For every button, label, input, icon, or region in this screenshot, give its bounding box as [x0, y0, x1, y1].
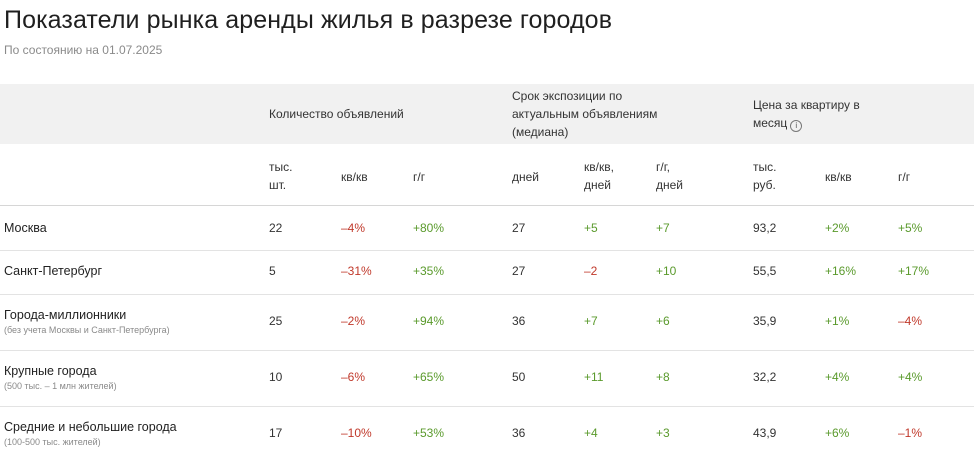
table-cell: 22 [269, 220, 283, 235]
group-header-exposure: Срок экспозиции по актуальным объявления… [512, 87, 657, 141]
subheader-line: дней [656, 178, 684, 192]
row-city-name: Санкт-Петербург [4, 264, 103, 278]
header-band [0, 84, 974, 144]
table-cell: +4% [825, 370, 850, 384]
table-cell: +35% [413, 264, 445, 278]
table-cell: +3 [656, 426, 670, 440]
table-cell: 25 [269, 314, 283, 328]
table-cell: +8 [656, 370, 670, 384]
table-cell: –31% [341, 264, 372, 278]
row-city-name: Москва [4, 220, 47, 235]
subheader-price-value: тыс. руб. [753, 158, 776, 194]
table-cell: 35,9 [753, 314, 777, 328]
table-cell: 10 [269, 370, 283, 384]
row-city-name: Средние и небольшие города [4, 420, 177, 434]
subheader-price-qoq: кв/кв [825, 170, 852, 184]
subheader-line: кв/кв, [584, 160, 614, 174]
subheader-line: дней [584, 178, 612, 192]
header-divider [0, 205, 974, 206]
table-cell: +1% [825, 314, 850, 328]
group-header-exposure-line3: (медиана) [512, 125, 569, 139]
group-header-price-line1: Цена за квартиру в [753, 98, 860, 112]
row-city-note: (без учета Москвы и Санкт-Петербурга) [4, 325, 170, 335]
table-cell: +6 [656, 314, 670, 328]
table-cell: +5 [584, 220, 598, 235]
group-header-price-line2: месяц [753, 116, 788, 130]
as-of-date: По состоянию на 01.07.2025 [4, 43, 163, 57]
table-cell: +65% [413, 370, 445, 384]
subheader-listings-qoq: кв/кв [341, 170, 368, 184]
table-cell: 36 [512, 314, 526, 328]
subheader-line: тыс. [269, 160, 293, 174]
table-cell: +7 [584, 314, 598, 328]
row-city-note: (100-500 тыс. жителей) [4, 437, 101, 447]
row-city-name: Крупные города [4, 364, 97, 378]
group-header-listings: Количество объявлений [269, 107, 404, 121]
table-cell: 17 [269, 426, 283, 440]
table-cell: 27 [512, 220, 526, 235]
table-cell: +2% [825, 220, 850, 235]
subheader-price-yoy: г/г [898, 170, 911, 184]
table-cell: +17% [898, 264, 930, 278]
subheader-listings-count: тыс. шт. [269, 158, 292, 194]
table-cell: 36 [512, 426, 526, 440]
row-city-name: Города-миллионники [4, 308, 127, 322]
table-cell: 50 [512, 370, 526, 384]
subheader-line: руб. [753, 178, 776, 192]
table-cell: –1% [898, 426, 923, 440]
table-cell: –10% [341, 426, 372, 440]
subheader-exposure-qoq: кв/кв, дней [584, 158, 614, 194]
subheader-line: г/г, [656, 160, 670, 174]
table-cell: +4% [898, 370, 923, 384]
table-cell: –2 [584, 264, 598, 278]
table-cell: +80% [413, 220, 445, 235]
row-divider [0, 406, 974, 407]
table-cell: 93,2 [753, 220, 777, 235]
table-cell: +94% [413, 314, 445, 328]
table-cell: –6% [341, 370, 366, 384]
group-header-price: Цена за квартиру в месяц i [753, 96, 860, 132]
table-cell: +6% [825, 426, 850, 440]
table-cell: +16% [825, 264, 857, 278]
table-cell: 43,9 [753, 426, 777, 440]
table-cell: 55,5 [753, 264, 777, 278]
group-header-exposure-line2: актуальным объявлениям [512, 107, 658, 121]
table-cell: +7 [656, 220, 670, 235]
table-cell: –2% [341, 314, 366, 328]
table-cell: +5% [898, 220, 923, 235]
subheader-line: шт. [269, 178, 287, 192]
table-cell: 27 [512, 264, 526, 278]
row-city-note: (500 тыс. – 1 млн жителей) [4, 381, 117, 391]
table-cell: 32,2 [753, 370, 777, 384]
row-divider [0, 350, 974, 351]
subheader-listings-yoy: г/г [413, 170, 426, 184]
info-icon[interactable]: i [790, 120, 803, 132]
table-cell: +11 [584, 370, 604, 384]
table-cell: +53% [413, 426, 445, 440]
subheader-line: тыс. [753, 160, 777, 174]
row-divider [0, 250, 974, 251]
table-cell: 5 [269, 264, 276, 278]
table-cell: +4 [584, 426, 598, 440]
subheader-exposure-days: дней [512, 170, 540, 184]
table-cell: –4% [898, 314, 923, 328]
row-divider [0, 294, 974, 295]
table-cell: +10 [656, 264, 677, 278]
subheader-exposure-yoy: г/г, дней [656, 158, 683, 194]
page-title: Показатели рынка аренды жилья в разрезе … [4, 6, 613, 34]
group-header-exposure-line1: Срок экспозиции по [512, 89, 623, 103]
table-cell: –4% [341, 220, 366, 235]
